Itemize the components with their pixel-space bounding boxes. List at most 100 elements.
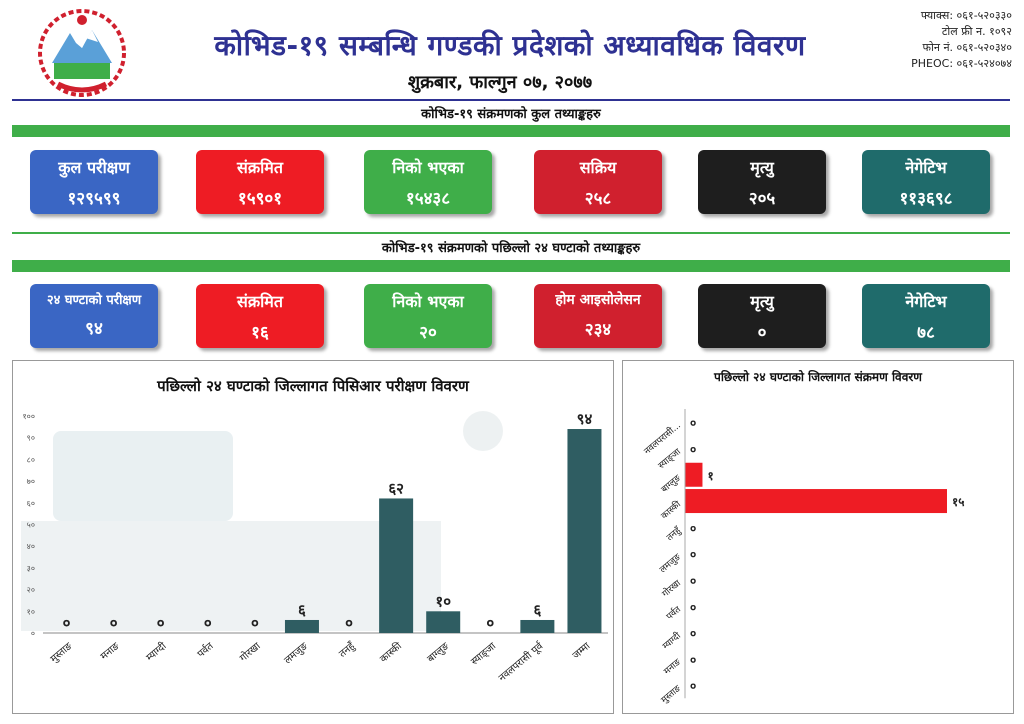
card-value: ९४ (85, 319, 103, 339)
y-tick-label: बाग्लुङ (660, 473, 683, 495)
bar-value-label: ६ (298, 601, 306, 619)
x-tick-label: पर्वत (195, 640, 216, 660)
y-tick-label: ७० (27, 477, 35, 486)
totals-heading: कोभिड-१९ संक्रमणको कुल तथ्याङ्कहरु (421, 107, 601, 122)
y-tick-label: २० (27, 586, 35, 595)
y-tick-label: लमजुङ (658, 552, 683, 575)
report-date: शुक्रबार, फाल्गुन ०७, २०७७ (407, 72, 593, 93)
contact-fax: फ्याक्स: ०६१-५२०३३० (920, 9, 1012, 22)
district-infection-chart: पछिल्लो २४ घण्टाको जिल्लागत संक्रमण विवर… (622, 360, 1014, 714)
x-tick-label: तनहुँ (337, 639, 359, 660)
x-tick-label: कास्की (378, 640, 405, 665)
background-illustration (53, 431, 233, 521)
card-label: कुल परीक्षण (58, 158, 130, 177)
daily-deaths-card: मृत्यु ० (698, 284, 826, 348)
green-bar (12, 125, 1010, 137)
card-label: मृत्यु (750, 292, 774, 311)
bar (284, 619, 319, 633)
y-tick-label: ४० (27, 542, 35, 551)
y-tick-label: १०० (23, 412, 35, 421)
y-tick-label: ९० (27, 434, 35, 443)
y-tick-label: पर्वत (664, 603, 684, 623)
y-tick-label: ३० (27, 564, 35, 573)
background-illustration (21, 521, 441, 631)
x-tick-label: मनाङ (99, 640, 122, 662)
bar-value-label: ० (690, 521, 696, 535)
x-tick-label: म्याग्दी (144, 640, 169, 664)
card-value: १६ (251, 323, 269, 343)
bar-value-label: ० (690, 548, 696, 562)
divider-line (12, 232, 1010, 234)
card-value: १५४३८ (405, 189, 451, 209)
x-tick-label: स्याङ्जा (469, 641, 498, 668)
bar-value-label: ० (690, 574, 696, 588)
contact-tollfree: टोल फ्री न. १०९२ (941, 25, 1012, 38)
green-bar (12, 260, 1010, 272)
y-tick-label: ८० (27, 455, 35, 464)
total-deaths-card: मृत्यु २०५ (698, 150, 826, 214)
card-value: २५८ (584, 189, 612, 209)
x-tick-label: जम्मा (571, 641, 593, 662)
chart-title: पछिल्लो २४ घण्टाको जिल्लागत संक्रमण विवर… (713, 370, 923, 384)
page-title: कोभिड-१९ सम्बन्धि गण्डकी प्रदेशको अध्याव… (214, 29, 806, 62)
nepal-emblem-logo (38, 9, 126, 97)
bar-value-label: ० (690, 416, 696, 430)
card-value: २० (419, 323, 437, 343)
bar-value-label: ० (110, 614, 118, 632)
y-tick-label: कास्की (658, 498, 683, 522)
card-value: २०५ (748, 189, 776, 209)
daily-home-isolation-card: होम आइसोलेसन २३४ (534, 284, 662, 348)
divider-line (12, 99, 1010, 101)
card-label: २४ घण्टाको परीक्षण (46, 293, 142, 308)
bar-value-label: १० (435, 592, 451, 610)
bar-value-label: ० (204, 614, 212, 632)
bar-value-label: ० (690, 600, 696, 614)
card-value: ० (757, 323, 767, 343)
y-tick-label: ५० (27, 521, 35, 530)
chart-title: पछिल्लो २४ घण्टाको जिल्लागत पिसिआर परीक्… (156, 377, 470, 395)
y-tick-label: तनहुँ (664, 524, 684, 543)
card-label: नेगेटिभ (905, 292, 947, 311)
daily-infected-card: संक्रमित १६ (196, 284, 324, 348)
bar-value-label: ० (690, 442, 696, 456)
bar-value-label: ० (690, 679, 696, 693)
x-tick-label: गोरखा (237, 640, 263, 664)
daily-negative-card: नेगेटिभ ७८ (862, 284, 990, 348)
bar-value-label: ० (345, 614, 353, 632)
x-tick-label: नवलपरासी पूर्व (496, 639, 546, 684)
card-label: निको भएका (392, 292, 464, 311)
daily-recovered-card: निको भएका २० (364, 284, 492, 348)
bar (520, 619, 555, 633)
card-label: संक्रमित (237, 158, 283, 177)
bar-value-label: ६ (533, 601, 541, 619)
bar-value-label: ० (157, 614, 165, 632)
y-tick-label: म्याग्दी (660, 629, 684, 652)
total-active-card: सक्रिय २५८ (534, 150, 662, 214)
card-label: सक्रिय (579, 158, 617, 177)
y-tick-label: १० (27, 607, 35, 616)
contact-phone: फोन नं. ०६१-५२०३४० (922, 41, 1012, 54)
total-negative-card: नेगेटिभ ११३६९८ (862, 150, 990, 214)
x-tick-label: मुस्ताङ (49, 640, 75, 665)
y-tick-label: ० (31, 629, 35, 638)
card-value: ७८ (917, 323, 935, 343)
card-value: १२९५९९ (67, 189, 121, 209)
daily-tests-card: २४ घण्टाको परीक्षण ९४ (30, 284, 158, 348)
y-tick-label: ६० (27, 499, 35, 508)
bar (685, 462, 703, 487)
card-label: निको भएका (392, 158, 464, 177)
total-infected-card: संक्रमित १५९०१ (196, 150, 324, 214)
bar-value-label: ० (486, 614, 494, 632)
total-tests-card: कुल परीक्षण १२९५९९ (30, 150, 158, 214)
bar-value-label: ६२ (388, 479, 404, 497)
bar-value-label: ० (63, 614, 71, 632)
bar-value-label: १ (707, 469, 713, 483)
card-value: ११३६९८ (899, 189, 953, 209)
bar-value-label: ० (690, 627, 696, 641)
bar (426, 611, 461, 633)
x-tick-label: लमजुङ (282, 640, 310, 666)
bar (379, 498, 414, 633)
card-label: होम आइसोलेसन (555, 292, 641, 308)
bar-value-label: ० (690, 653, 696, 667)
bar-value-label: ९४ (577, 410, 593, 428)
